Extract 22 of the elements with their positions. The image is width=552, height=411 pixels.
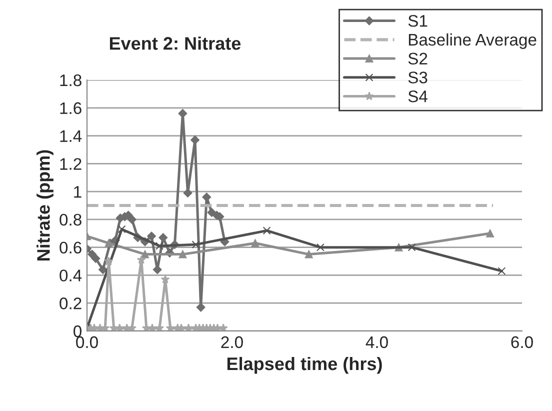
legend-label: S3 bbox=[408, 72, 428, 84]
y-tick-label: 0.8 bbox=[60, 214, 82, 226]
y-tick-label: 1.6 bbox=[60, 102, 82, 114]
x-tick-label: 2.0 bbox=[221, 336, 243, 348]
y-tick-label: 0.4 bbox=[60, 270, 82, 282]
y-tick-label: 1 bbox=[74, 186, 82, 198]
x-tick-label: 6.0 bbox=[511, 336, 533, 348]
y-tick-label: 1.2 bbox=[60, 158, 82, 170]
y-tick-label: 1.8 bbox=[60, 74, 82, 86]
y-tick-label: 0.2 bbox=[60, 298, 82, 310]
legend-label: Baseline Average bbox=[408, 33, 536, 49]
y-tick-label: 0.6 bbox=[60, 242, 82, 254]
y-tick-label: 0 bbox=[74, 325, 82, 338]
y-tick-label: 1.4 bbox=[60, 130, 82, 142]
x-axis-title: Elapsed time (hrs) bbox=[227, 356, 382, 374]
legend-label: S1 bbox=[408, 15, 428, 27]
legend-label: S2 bbox=[408, 52, 428, 65]
chart-title: Event 2: Nitrate bbox=[110, 36, 241, 50]
legend-label: S4 bbox=[408, 90, 428, 102]
y-axis-title: Nitrate (ppm) bbox=[36, 150, 54, 260]
x-tick-label: 0.0 bbox=[76, 336, 98, 348]
x-tick-label: 4.0 bbox=[366, 336, 388, 348]
